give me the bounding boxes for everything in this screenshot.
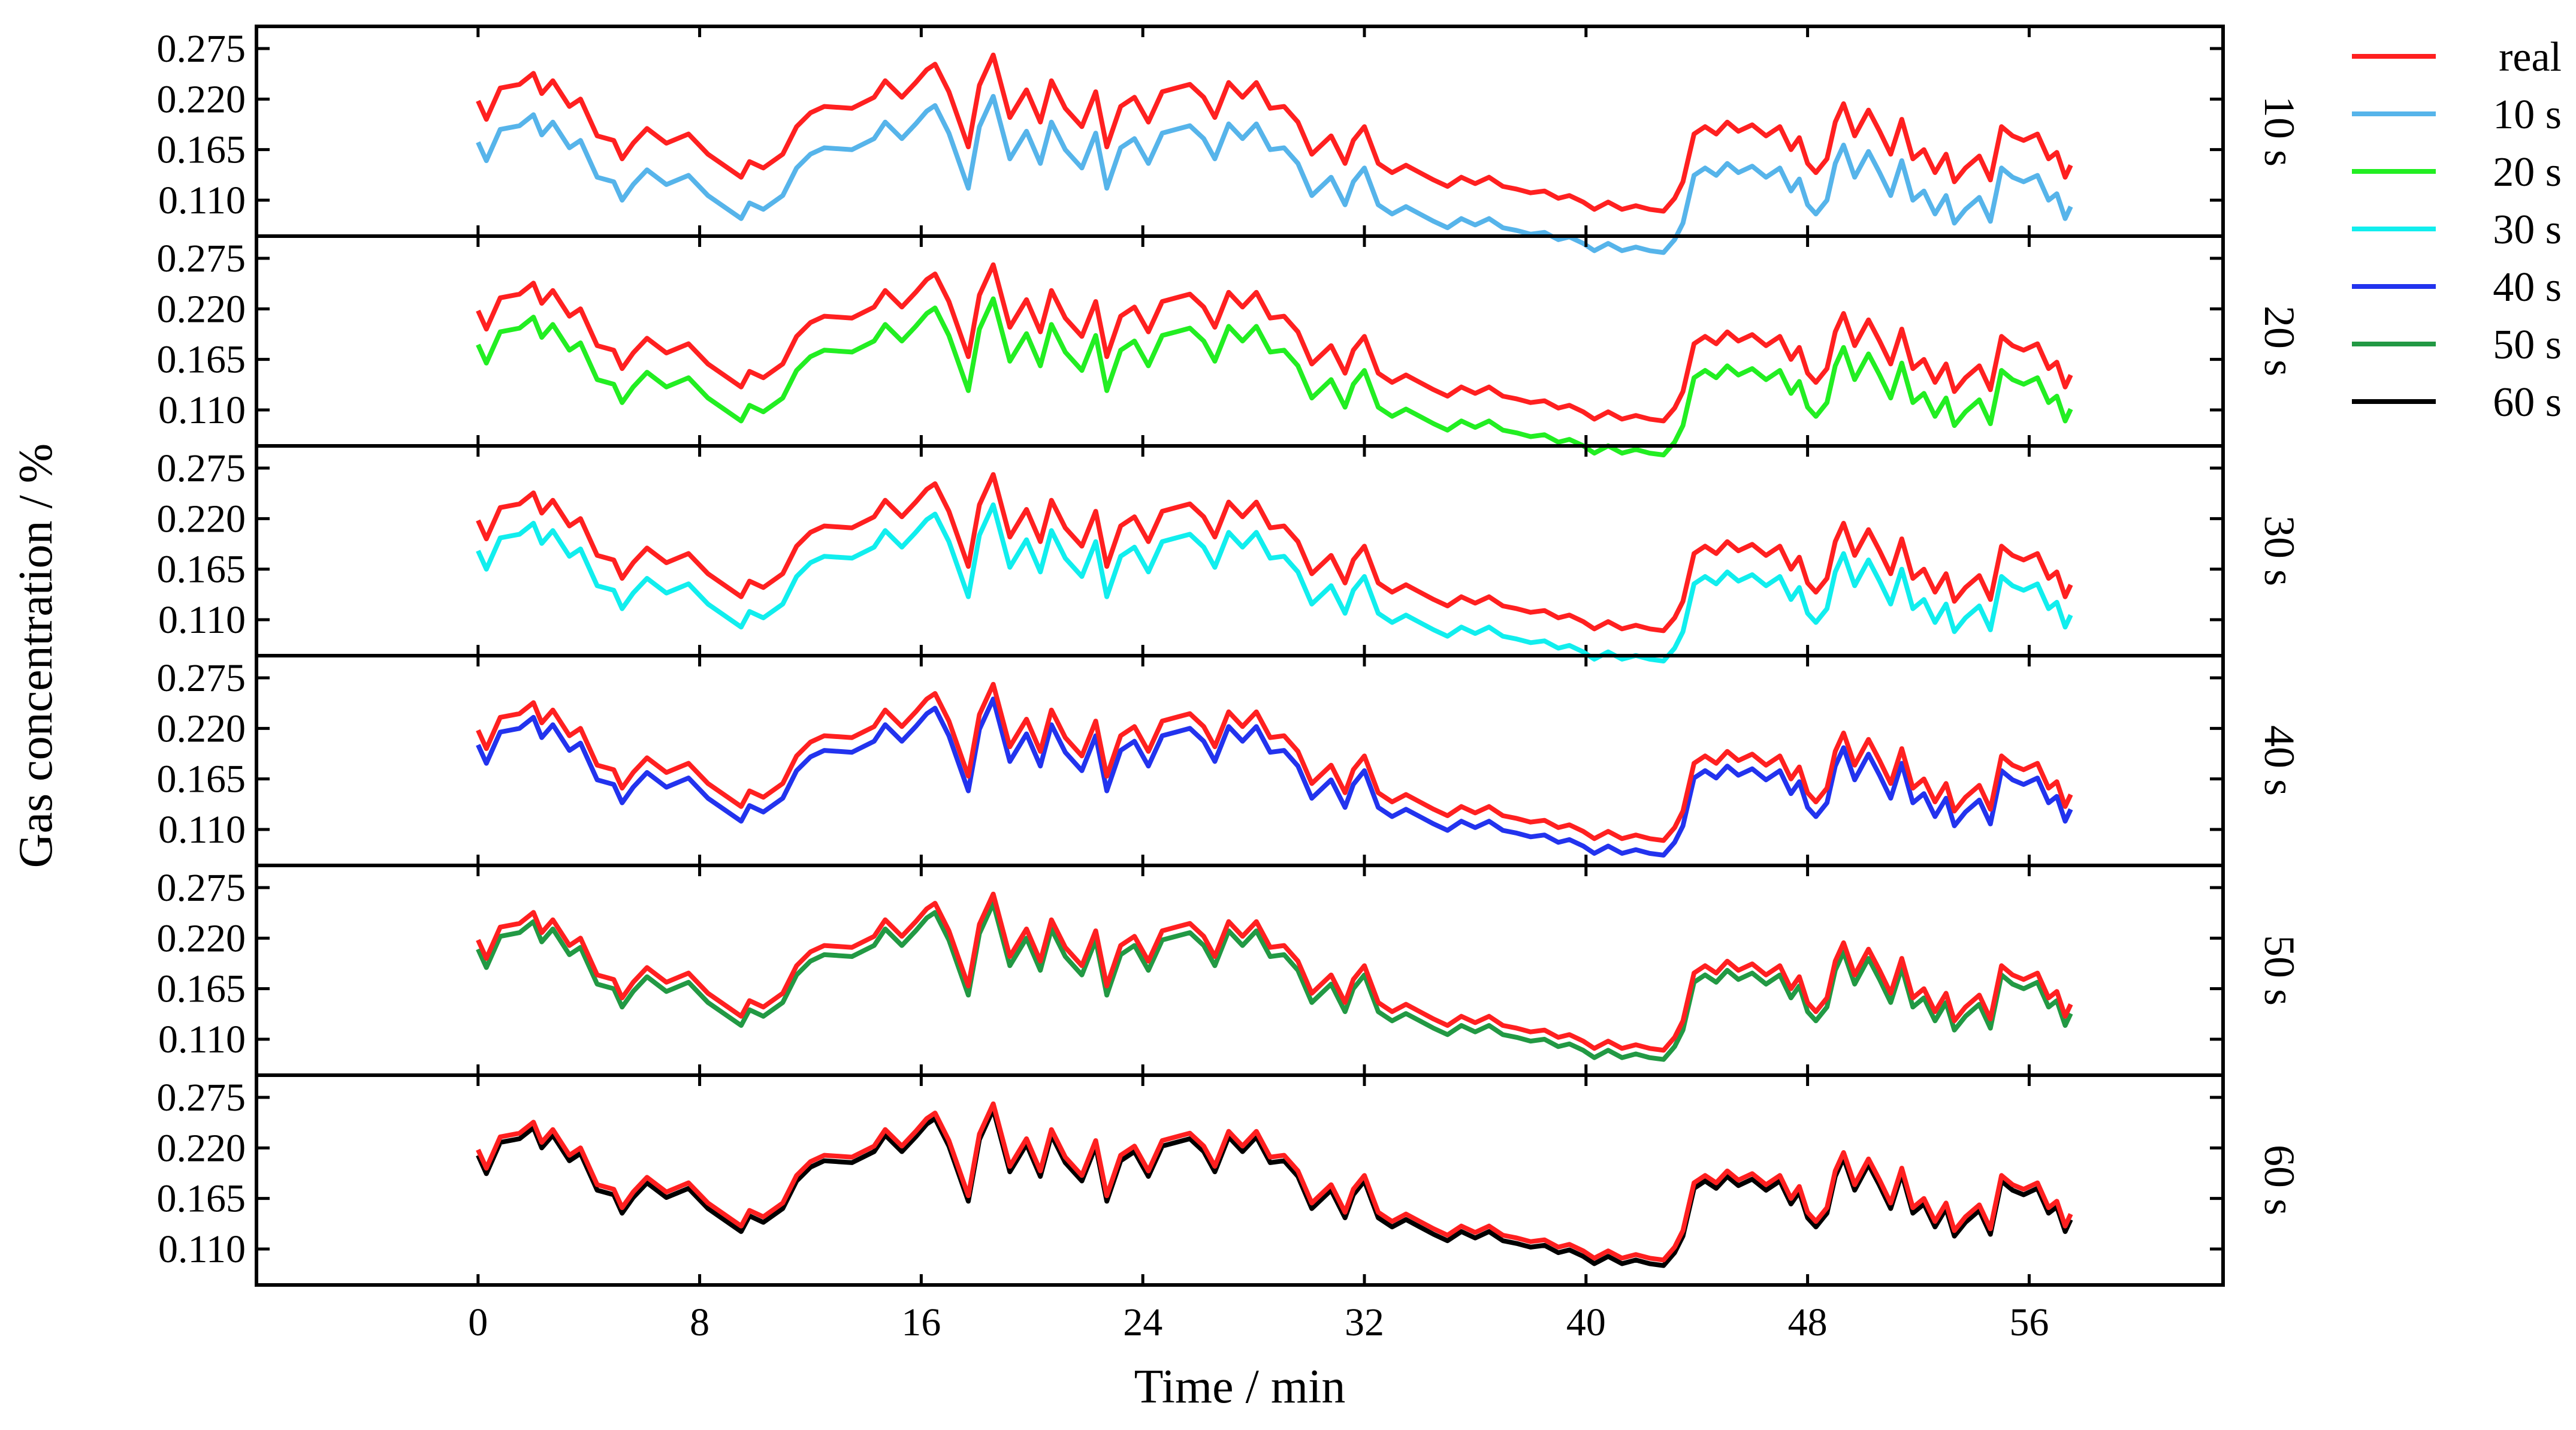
series-line-30s	[476, 502, 2073, 663]
legend-item: 60 s	[2352, 379, 2562, 426]
panel-label: 60 s	[2255, 1145, 2303, 1215]
y-tick-label: 0.110	[158, 598, 246, 642]
panel-10s: 0.275 0.220 0.165 0.110 10 s	[157, 25, 2303, 255]
panel-label: 10 s	[2255, 96, 2303, 167]
series-line-40s	[476, 696, 2073, 858]
series-line-real	[476, 891, 2073, 1053]
y-tick-label: 0.220	[157, 1126, 246, 1170]
y-tick-label: 0.220	[157, 707, 246, 750]
legend-label: 40 s	[2493, 264, 2562, 310]
legend-label: 20 s	[2493, 149, 2562, 195]
legend-label: 50 s	[2493, 322, 2562, 368]
y-tick-label: 0.110	[158, 1227, 246, 1271]
series-line-10s	[476, 93, 2073, 255]
series-line-50s	[476, 901, 2073, 1062]
x-tick-label: 16	[901, 1301, 941, 1344]
x-tick-label: 40	[1566, 1301, 1606, 1344]
y-axis-title: Gas concentration / %	[10, 444, 62, 868]
panel-frame	[255, 1073, 2225, 1287]
x-axis-title: Time / min	[1134, 1360, 1346, 1413]
y-tick-label: 0.110	[158, 179, 246, 222]
panel-frame	[255, 864, 2225, 1077]
series-line-real	[476, 681, 2073, 843]
y-tick-label: 0.165	[157, 338, 246, 382]
legend-item: 40 s	[2352, 264, 2562, 310]
series-line-20s	[476, 296, 2073, 458]
y-tick-label: 0.275	[157, 27, 246, 71]
legend-label: 10 s	[2493, 92, 2562, 138]
series-line-real	[476, 262, 2073, 424]
legend-label: real	[2499, 34, 2562, 80]
legend-item: 10 s	[2352, 92, 2562, 138]
panel-label: 30 s	[2255, 515, 2303, 586]
series-line-real	[476, 52, 2073, 214]
y-tick-label: 0.110	[158, 1018, 246, 1061]
y-tick-label: 0.220	[157, 916, 246, 960]
legend-item: real	[2352, 34, 2562, 80]
y-tick-label: 0.165	[157, 128, 246, 172]
panel-30s: 0.275 0.220 0.165 0.110 30 s	[157, 444, 2303, 663]
legend-item: 20 s	[2352, 149, 2562, 195]
panel-label: 40 s	[2255, 725, 2303, 796]
y-tick-label: 0.220	[157, 497, 246, 541]
legend-label: 30 s	[2493, 207, 2562, 253]
y-tick-label: 0.220	[157, 287, 246, 331]
legend-label: 60 s	[2493, 379, 2562, 426]
panel-frame	[255, 654, 2225, 867]
y-tick-label: 0.165	[157, 1177, 246, 1221]
panel-frame	[255, 444, 2225, 657]
x-tick-label: 32	[1345, 1301, 1384, 1344]
series-line-real	[476, 472, 2073, 633]
y-tick-label: 0.275	[157, 1076, 246, 1120]
y-tick-label: 0.165	[157, 967, 246, 1011]
panel-40s: 0.275 0.220 0.165 0.110 40 s	[157, 654, 2303, 867]
x-tick-label: 8	[690, 1301, 709, 1344]
y-tick-label: 0.275	[157, 866, 246, 910]
y-tick-label: 0.165	[157, 548, 246, 592]
legend-item: 50 s	[2352, 322, 2562, 368]
y-tick-label: 0.275	[157, 447, 246, 490]
y-tick-label: 0.275	[157, 656, 246, 700]
x-tick-label: 0	[468, 1301, 488, 1344]
y-tick-label: 0.110	[158, 808, 246, 852]
legend: real 10 s 20 s 30 s 40 s 50 s 60 s	[2352, 34, 2562, 426]
panel-20s: 0.275 0.220 0.165 0.110 20 s	[157, 234, 2303, 458]
y-tick-label: 0.110	[158, 388, 246, 432]
x-tick-label: 48	[1788, 1301, 1828, 1344]
x-tick-label: 56	[2009, 1301, 2049, 1344]
y-tick-label: 0.220	[157, 77, 246, 121]
panel-50s: 0.275 0.220 0.165 0.110 50 s	[157, 864, 2303, 1077]
panel-label: 20 s	[2255, 306, 2303, 376]
x-axis: 0 8 16 24 32 40 48 56	[468, 1301, 2049, 1344]
panel-60s: 0.275 0.220 0.165 0.110 60 s	[157, 1073, 2303, 1287]
legend-item: 30 s	[2352, 207, 2562, 253]
panel-label: 50 s	[2255, 935, 2303, 1006]
y-tick-label: 0.275	[157, 237, 246, 280]
x-tick-label: 24	[1123, 1301, 1162, 1344]
series-line-real	[476, 1101, 2073, 1263]
y-tick-label: 0.165	[157, 758, 246, 801]
